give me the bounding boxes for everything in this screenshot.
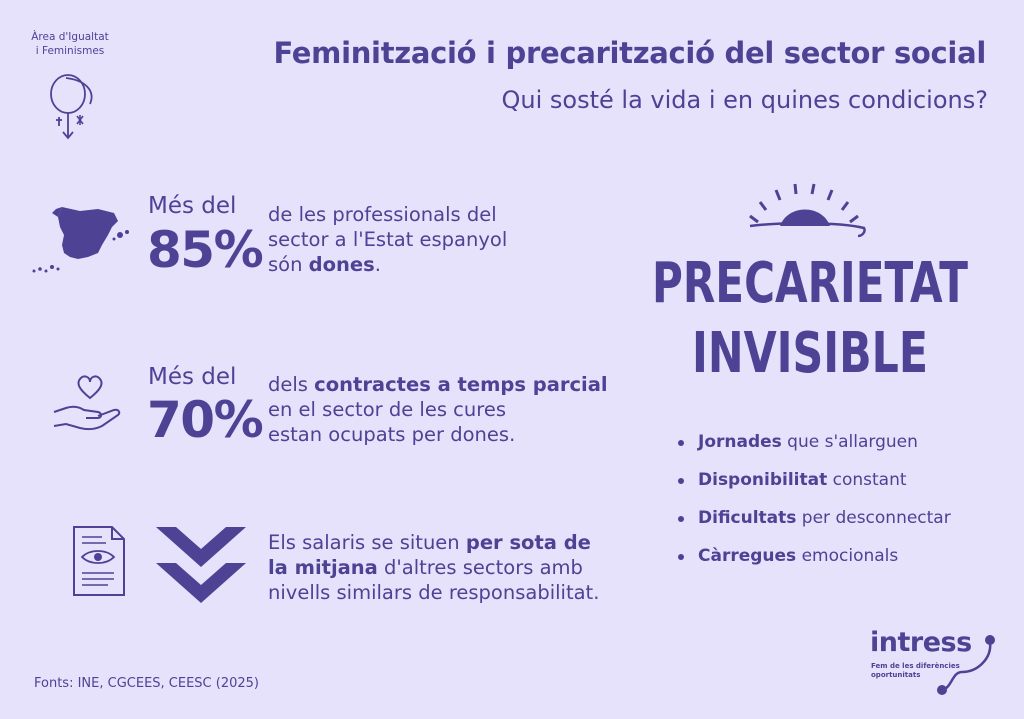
double-chevron-down-icon [156,527,246,609]
stat2-prefix: Més del [148,364,237,390]
stat3-line1: Els salaris se situen per sota de [268,531,591,554]
stat3-line2: la mitjana d'altres sectors amb [268,556,583,579]
area-label-line1: Àrea d'Igualtat [31,31,109,43]
list-item: Càrregues emocionals [676,547,951,566]
graphic-word1: PRECARIETAT [652,251,968,316]
graphic-word2: INVISIBLE [692,321,928,386]
list-item: Jornades que s'allarguen [676,433,951,452]
stat3-line3: nivells similars de responsabilitat. [268,581,600,604]
page-title: Feminització i precarització del sector … [273,36,986,70]
stat1-line1: de les professionals del [268,203,497,226]
precarietat-invisible-graphic: PRECARIETAT INVISIBLE [640,180,980,404]
stat2-line2: en el sector de les cures [268,398,507,421]
stat1-line2: sector a l'Estat espanyol [268,228,508,251]
bullet-list: Jornades que s'allarguen Disponibilitat … [676,433,951,585]
document-eye-icon [70,523,130,603]
logo-tagline: Fem de les diferències oportunitats [871,662,960,679]
stat1-prefix: Més del [148,193,237,219]
stat2-line1: dels contractes a temps parcial [268,373,608,396]
logo-dots-icon [866,628,1006,702]
stat1-line3: són dones. [268,253,381,276]
area-label: Àrea d'Igualtat i Feminismes [20,30,120,58]
list-item: Dificultats per desconnectar [676,509,951,528]
stat3-text: Els salaris se situen per sota de la mit… [268,530,628,605]
intress-logo: intress [870,627,972,658]
sunrise-icon [749,183,866,238]
sources-note: Fonts: INE, CGCEES, CEESC (2025) [34,676,259,691]
stat1-percent: 85% [147,221,264,279]
feminism-symbol-icon [44,72,104,146]
stat1-text: de les professionals del sector a l'Esta… [268,202,588,277]
spain-map-icon [28,205,132,281]
stat2-text: dels contractes a temps parcial en el se… [268,372,638,447]
stat2-line3: estan ocupats per dones. [268,423,516,446]
page-subtitle: Qui sosté la vida i en quines condicions… [501,86,988,114]
heart-hand-icon [50,372,130,438]
list-item: Disponibilitat constant [676,471,951,490]
area-label-line2: i Feminismes [35,45,105,57]
stat2-percent: 70% [147,391,264,449]
